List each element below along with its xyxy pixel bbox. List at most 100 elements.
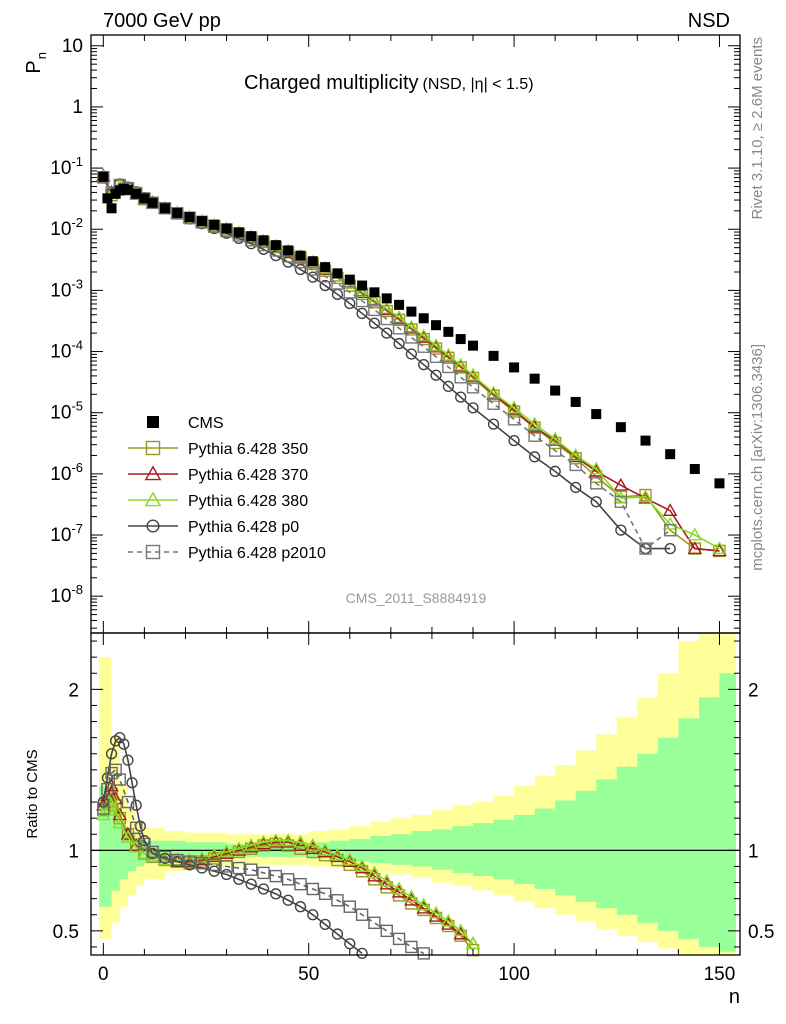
data-point (97, 802, 110, 815)
x-tick-label: 150 (704, 964, 736, 985)
data-point (343, 900, 356, 913)
main-y-tick-label: 10-2 (50, 215, 83, 240)
main-y-tick-label: 10-1 (50, 154, 83, 179)
data-point (257, 866, 270, 880)
main-y-ticks: 10 1 10-1 10-2 10-3 10-4 10-5 10-6 10-7 10-8 (50, 36, 740, 629)
data-point (590, 477, 603, 490)
data-point (394, 299, 405, 310)
data-point (209, 219, 220, 230)
data-point (159, 203, 170, 214)
data-point (280, 833, 296, 847)
data-point (244, 863, 258, 876)
legend-label: Pythia 6.428 380 (188, 493, 308, 510)
data-point (318, 887, 332, 901)
data-point (220, 860, 233, 873)
ratio-series-line (102, 797, 474, 945)
data-point (569, 458, 582, 472)
main-y-tick-label: 10-4 (50, 338, 83, 363)
data-point (219, 844, 234, 858)
data-point (442, 380, 455, 392)
data-point (118, 738, 130, 750)
data-point (344, 938, 356, 950)
data-point (330, 847, 345, 861)
data-point (405, 331, 418, 344)
ratio-band-bin (452, 826, 474, 873)
ratio-band-bin (657, 737, 679, 931)
main-series-layer (96, 168, 727, 558)
ratio-band-bin (616, 766, 638, 915)
data-point (380, 312, 393, 326)
data-point (368, 916, 381, 929)
ratio-band-bin (431, 829, 453, 870)
data-point (453, 357, 468, 371)
data-point (588, 463, 604, 477)
data-point (307, 909, 319, 921)
ratio-y-tick-label-right: 2 (748, 680, 759, 701)
ratio-series-line (102, 768, 425, 955)
data-point (466, 381, 480, 394)
data-point (662, 503, 678, 517)
data-point (615, 524, 627, 536)
data-point (568, 447, 583, 461)
data-point (158, 850, 172, 863)
data-point (147, 197, 158, 208)
data-point (317, 842, 333, 856)
header-left: 7000 GeV pp (103, 10, 221, 32)
ratio-band-bin (678, 718, 699, 939)
data-point (590, 496, 602, 508)
data-point (319, 918, 331, 931)
data-point (307, 271, 319, 283)
ratio-band-bin (411, 831, 432, 867)
data-point (639, 542, 652, 555)
ratio-series-pythia-6-428-p2010 (97, 763, 430, 960)
data-point (145, 849, 160, 863)
data-point (418, 313, 429, 324)
data-point (454, 371, 467, 384)
data-point (429, 350, 443, 364)
x-tick-label: 100 (498, 964, 530, 985)
ratio-band-bin (493, 819, 515, 880)
data-point (453, 923, 468, 937)
legend-entry: Pythia 6.428 380 (128, 491, 308, 510)
data-point (379, 873, 394, 887)
ratio-series-pythia-6-428-380 (96, 791, 481, 950)
ratio-band-bin (534, 808, 556, 889)
ratio-series-layer (96, 732, 481, 960)
legend-label: Pythia 6.428 p2010 (188, 545, 326, 562)
data-point (208, 865, 220, 877)
data-point (121, 795, 135, 809)
data-point (417, 947, 430, 960)
data-point (416, 329, 431, 343)
ratio-y-tick-label-right: 0.5 (748, 922, 774, 943)
main-y-tick-label: 10 (62, 36, 83, 57)
data-point (196, 216, 207, 227)
data-point (528, 451, 541, 463)
data-point (638, 489, 653, 503)
ratio-y-tick-label: 1 (68, 841, 79, 862)
data-point (281, 873, 295, 886)
data-point (428, 905, 444, 919)
data-point (307, 256, 318, 267)
data-point (367, 865, 382, 879)
data-point (146, 519, 160, 533)
data-point (138, 837, 151, 851)
main-y-tick-label: 1 (72, 97, 83, 118)
plot-title: Charged multiplicity (NSD, |η| < 1.5) (244, 72, 534, 94)
data-point (431, 320, 442, 331)
mcplots-label: mcplots.cern.ch [arXiv:1306.3436] (749, 344, 766, 571)
data-point (231, 841, 247, 855)
data-point (487, 418, 500, 430)
data-point (120, 829, 136, 843)
data-point (404, 889, 419, 903)
data-point (126, 777, 138, 789)
data-point (441, 347, 456, 361)
data-point (112, 815, 128, 829)
series-line (102, 176, 671, 550)
data-point (145, 544, 161, 560)
data-point (245, 878, 257, 890)
data-point (588, 461, 604, 475)
data-point (355, 908, 369, 921)
data-point (146, 845, 159, 859)
data-point (144, 465, 162, 481)
data-point (243, 838, 259, 851)
